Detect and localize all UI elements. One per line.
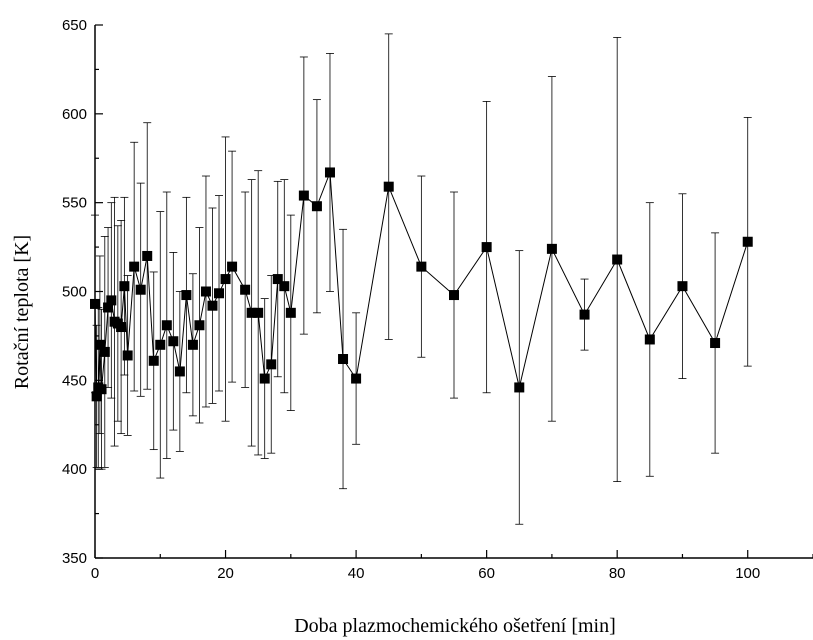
data-point	[266, 359, 277, 370]
data-point	[612, 254, 623, 265]
data-point	[119, 281, 130, 292]
data-point	[644, 334, 655, 345]
data-point	[142, 250, 153, 261]
data-point	[129, 261, 140, 272]
data-point	[383, 181, 394, 192]
y-tick-label: 400	[62, 461, 87, 478]
data-point	[579, 309, 590, 320]
data-point	[285, 307, 296, 318]
x-tick-label: 60	[478, 565, 495, 582]
data-point	[90, 298, 100, 309]
data-point	[677, 281, 688, 292]
data-point	[207, 300, 218, 311]
data-point	[91, 391, 102, 402]
data-point	[135, 284, 146, 295]
error-bars	[91, 33, 752, 525]
data-point	[253, 307, 264, 318]
data-point	[96, 384, 107, 395]
data-point	[187, 339, 198, 350]
data-point	[99, 346, 110, 357]
data-point	[227, 261, 238, 272]
data-point	[298, 190, 309, 201]
tick-labels: 350 400 450 500 550 600 650 0 20 40 60 80 100	[62, 17, 760, 582]
data-point	[103, 302, 114, 313]
data-point	[546, 243, 557, 254]
data-point	[148, 355, 159, 366]
data-point	[351, 373, 362, 384]
data-point	[200, 286, 211, 297]
x-tick-label: 100	[735, 565, 760, 582]
data-point	[181, 290, 192, 301]
x-tick-label: 80	[609, 565, 626, 582]
data-point	[742, 236, 753, 247]
data-point	[106, 295, 117, 306]
y-tick-label: 450	[62, 372, 87, 389]
data-point	[194, 320, 205, 331]
x-axis-title: Doba plazmochemického ošetření [min]	[294, 615, 616, 637]
data-point	[122, 350, 133, 361]
data-point	[311, 201, 322, 212]
data-point	[240, 284, 251, 295]
data-point	[168, 336, 179, 347]
data-point	[416, 261, 427, 272]
data-point	[338, 354, 349, 365]
data-point	[514, 382, 525, 393]
data-point	[710, 338, 721, 349]
data-point	[155, 339, 166, 350]
data-point	[246, 307, 257, 318]
data-point	[272, 274, 283, 285]
y-tick-label: 500	[62, 284, 87, 301]
y-tick-label: 600	[62, 106, 87, 123]
x-tick-label: 20	[217, 565, 234, 582]
x-tick-label: 40	[348, 565, 365, 582]
data-point	[214, 288, 225, 299]
y-tick-label: 650	[62, 17, 87, 34]
data-point	[94, 339, 105, 350]
data-markers	[90, 167, 753, 402]
data-point	[449, 290, 459, 301]
data-point	[161, 320, 172, 331]
data-point	[481, 242, 492, 253]
data-point	[220, 274, 231, 285]
y-tick-label: 550	[62, 195, 87, 212]
data-point	[324, 167, 335, 178]
data-point	[259, 373, 270, 384]
data-point	[116, 322, 127, 333]
x-tick-label: 0	[91, 565, 99, 582]
y-axis-title: Rotační teplota [K]	[11, 235, 33, 389]
y-tick-label: 350	[62, 550, 87, 567]
data-point	[174, 366, 185, 377]
data-point	[279, 281, 290, 292]
